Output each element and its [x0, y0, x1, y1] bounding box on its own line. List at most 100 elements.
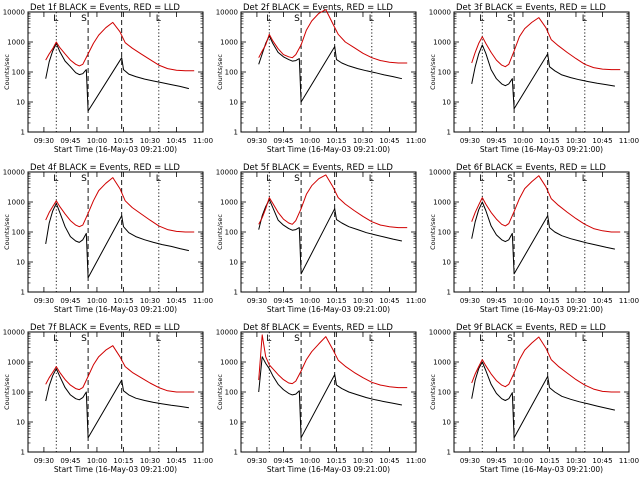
y-axis-label: Counts/sec	[3, 374, 11, 410]
x-tick-label: 09:30	[247, 137, 267, 145]
y-tick-label: 1000	[433, 359, 451, 367]
y-tick-label: 100	[225, 69, 238, 77]
marker-label: L	[266, 174, 271, 184]
x-tick-label: 10:00	[300, 457, 320, 465]
marker-label: S	[81, 174, 87, 184]
marker-label: S	[507, 14, 513, 24]
y-tick-label: 1	[234, 129, 238, 137]
y-axis-label: Counts/sec	[429, 54, 437, 90]
y-tick-label: 1	[21, 129, 25, 137]
y-axis-label: Counts/sec	[216, 214, 224, 250]
y-tick-label: 10000	[429, 169, 451, 177]
x-tick-label: 10:45	[379, 457, 399, 465]
x-tick-label: 09:30	[247, 297, 267, 305]
events-series-line	[45, 42, 190, 112]
x-tick-label: 10:15	[539, 297, 559, 305]
x-tick-label: 09:45	[486, 297, 506, 305]
chart-title: Det 5f BLACK = Events, RED = LLD	[243, 163, 393, 173]
chart-panel-3: Det 3f BLACK = Events, RED = LLD 1 10 100 10…	[429, 3, 639, 154]
plot-frame	[240, 171, 417, 293]
x-tick-label: 10:45	[592, 457, 612, 465]
x-tick-label: 10:45	[379, 297, 399, 305]
x-axis-label: Start Time (16-May-03 09:21:00)	[54, 305, 177, 314]
x-tick-label: 10:45	[166, 137, 186, 145]
plot-frame	[453, 331, 630, 453]
chart-title: Det 6f BLACK = Events, RED = LLD	[456, 163, 606, 173]
chart-title: Det 8f BLACK = Events, RED = LLD	[243, 323, 393, 333]
chart-panel-2: Det 2f BLACK = Events, RED = LLD 1 10 100 10…	[216, 3, 426, 154]
x-tick-label: 11:00	[406, 137, 426, 145]
x-tick-label: 11:00	[619, 137, 639, 145]
marker-label: L	[369, 174, 374, 184]
x-tick-label: 10:30	[566, 457, 586, 465]
events-series-line	[45, 368, 189, 439]
marker-label: L	[479, 174, 484, 184]
y-tick-label: 1	[447, 129, 451, 137]
y-tick-label: 100	[225, 229, 238, 237]
y-tick-label: 10000	[3, 329, 25, 337]
x-axis-label: Start Time (16-May-03 09:21:00)	[267, 305, 390, 314]
y-tick-label: 10	[229, 99, 238, 107]
y-tick-label: 1	[234, 289, 238, 297]
lld-series-line	[471, 17, 621, 71]
events-series-line	[45, 202, 190, 279]
events-series-line	[471, 44, 615, 110]
marker-label: S	[81, 334, 87, 344]
x-tick-label: 10:30	[140, 297, 160, 305]
plot-frame	[453, 11, 630, 133]
x-axis-label: Start Time (16-May-03 09:21:00)	[267, 465, 390, 474]
y-tick-label: 100	[438, 69, 451, 77]
x-tick-label: 10:15	[113, 457, 133, 465]
y-tick-label: 10000	[3, 9, 25, 17]
x-tick-label: 10:00	[87, 137, 107, 145]
lld-series-line	[471, 175, 621, 233]
y-axis-label: Counts/sec	[429, 374, 437, 410]
marker-label: S	[81, 14, 87, 24]
x-tick-label: 10:45	[592, 137, 612, 145]
marker-label: L	[479, 14, 484, 24]
x-tick-label: 10:30	[140, 137, 160, 145]
y-tick-label: 1000	[433, 199, 451, 207]
marker-label: L	[53, 14, 58, 24]
plot-frame	[27, 11, 204, 133]
marker-label: L	[156, 14, 161, 24]
x-tick-label: 10:00	[513, 297, 533, 305]
events-series-line	[471, 201, 615, 275]
lld-series-line	[258, 174, 408, 229]
y-tick-label: 1000	[433, 39, 451, 47]
x-tick-label: 09:45	[60, 297, 80, 305]
y-tick-label: 100	[12, 69, 25, 77]
chart-panel-7: Det 7f BLACK = Events, RED = LLD 1 10 100 10…	[3, 323, 213, 474]
x-tick-label: 11:00	[406, 457, 426, 465]
chart-panel-9: Det 9f BLACK = Events, RED = LLD 1 10 100 10…	[429, 323, 639, 474]
y-tick-label: 10	[16, 419, 25, 427]
y-tick-label: 1000	[220, 199, 238, 207]
plot-frame	[27, 171, 204, 293]
chart-title: Det 9f BLACK = Events, RED = LLD	[456, 323, 606, 333]
x-tick-label: 09:30	[460, 297, 480, 305]
x-tick-label: 10:15	[113, 297, 133, 305]
lld-series-line	[45, 177, 195, 233]
marker-label: L	[479, 334, 484, 344]
y-tick-label: 100	[12, 229, 25, 237]
x-tick-label: 10:15	[113, 137, 133, 145]
y-tick-label: 1000	[7, 39, 25, 47]
x-tick-label: 11:00	[193, 137, 213, 145]
chart-panel-1: Det 1f BLACK = Events, RED = LLD 1 10 100 10…	[3, 3, 213, 154]
lld-series-line	[471, 336, 621, 393]
events-series-line	[258, 356, 402, 439]
marker-label: L	[156, 174, 161, 184]
x-axis-label: Start Time (16-May-03 09:21:00)	[480, 305, 603, 314]
y-tick-label: 10000	[216, 329, 238, 337]
x-tick-label: 10:30	[566, 137, 586, 145]
x-tick-label: 10:45	[379, 137, 399, 145]
marker-label: S	[294, 14, 300, 24]
x-tick-label: 10:15	[539, 137, 559, 145]
x-tick-label: 10:30	[353, 137, 373, 145]
marker-label: S	[507, 334, 513, 344]
y-tick-label: 10000	[3, 169, 25, 177]
events-series-line	[258, 35, 403, 103]
y-tick-label: 1	[447, 449, 451, 457]
x-tick-label: 09:30	[34, 137, 54, 145]
